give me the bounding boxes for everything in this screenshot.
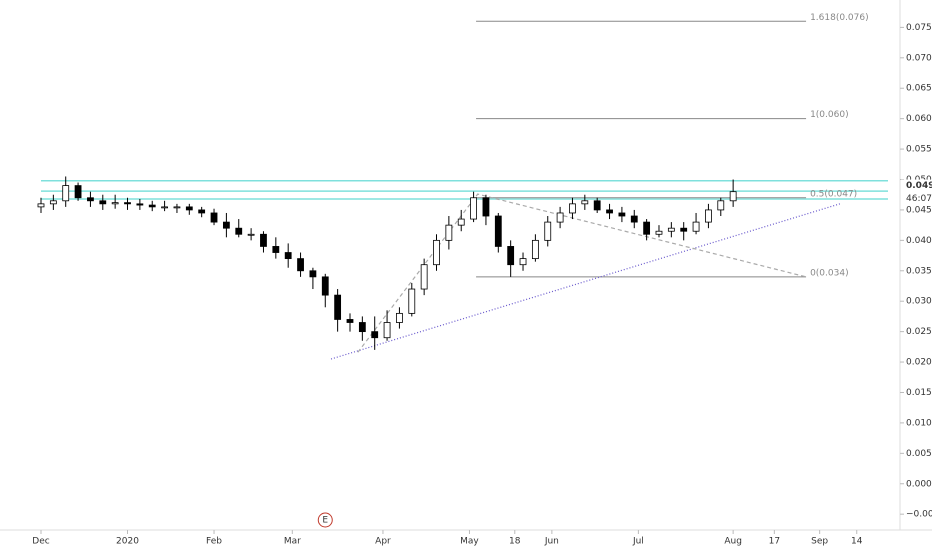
- y-tick-label: 0.070: [906, 53, 932, 63]
- candle-body: [247, 233, 255, 236]
- candle-body: [334, 294, 342, 320]
- candle-body: [210, 212, 218, 223]
- candle-body: [420, 264, 428, 290]
- y-tick-label: 0.005: [906, 449, 932, 459]
- candle-body: [556, 212, 564, 223]
- candle-body: [87, 197, 94, 202]
- y-tick-label: 0.045: [906, 205, 932, 215]
- y-tick-label: 0.000: [906, 479, 932, 489]
- candle-body: [643, 221, 651, 235]
- candle-body: [729, 191, 737, 202]
- x-tick-label: Sep: [811, 537, 828, 547]
- earnings-marker: [317, 512, 333, 528]
- candle-body: [717, 200, 725, 211]
- x-tick-label: 14: [851, 537, 863, 547]
- candle-body: [260, 233, 267, 247]
- candle-body: [297, 258, 304, 272]
- candle-body: [111, 202, 119, 205]
- candle-body: [667, 227, 675, 232]
- candle-body: [235, 227, 243, 235]
- candle-body: [692, 221, 700, 232]
- candle-body: [433, 239, 440, 266]
- candle-body: [136, 203, 144, 206]
- candle-body: [99, 200, 107, 205]
- x-tick-label: 2020: [116, 537, 139, 547]
- y-tick-label: 0.055: [906, 145, 932, 155]
- candle-body: [148, 204, 156, 208]
- candle-body: [358, 322, 366, 333]
- y-tick-label: 0.035: [906, 266, 932, 276]
- candle-body: [593, 200, 601, 211]
- candle-body: [222, 221, 230, 229]
- candle-body: [705, 209, 712, 223]
- last-price-box: [901, 179, 932, 192]
- candle-body: [482, 197, 490, 217]
- candle-body: [346, 319, 354, 323]
- y-tick-label: 0.025: [906, 327, 932, 337]
- candle-body: [507, 246, 515, 266]
- candle-body: [124, 202, 131, 205]
- candle-body: [62, 185, 70, 202]
- candle-body: [470, 197, 477, 220]
- candle-body: [408, 288, 416, 314]
- candle-body: [544, 221, 552, 241]
- candle-body: [309, 270, 317, 278]
- x-tick-label: Jul: [632, 537, 644, 547]
- candle-body: [606, 209, 613, 214]
- y-tick-label: 0.015: [906, 388, 932, 398]
- y-tick-label: 0.010: [906, 418, 932, 428]
- candle-body: [185, 206, 193, 211]
- fib-label: 1(0.060): [810, 110, 849, 120]
- x-tick-label: Dec: [32, 537, 49, 547]
- y-tick-label: 0.060: [906, 114, 932, 124]
- y-tick-label: 0.030: [906, 297, 932, 307]
- candle-body: [618, 212, 626, 217]
- x-tick-label: Jun: [544, 537, 559, 547]
- candle-body: [383, 322, 391, 339]
- trendline: [357, 193, 807, 353]
- candle-body: [321, 276, 329, 296]
- y-tick-label: 0.020: [906, 358, 932, 368]
- x-tick-label: Apr: [375, 537, 391, 547]
- x-tick-label: Feb: [206, 537, 222, 547]
- candle-body: [531, 239, 539, 260]
- fib-label: 1.618(0.076): [810, 13, 869, 23]
- y-tick-label: 0.065: [906, 84, 932, 94]
- candle-body: [581, 200, 589, 205]
- candle-body: [655, 230, 663, 235]
- fib-label: 0(0.034): [810, 268, 849, 278]
- candle-body: [284, 252, 292, 260]
- candle-body: [519, 258, 527, 266]
- x-tick-label: Aug: [724, 537, 742, 547]
- x-tick-label: Mar: [284, 537, 301, 547]
- x-tick-label: 17: [769, 537, 780, 547]
- earnings-label: E: [322, 516, 328, 526]
- candle-body: [49, 200, 57, 205]
- last-price-label: 0.049: [906, 181, 932, 191]
- candle-body: [630, 215, 638, 223]
- candle-body: [569, 203, 576, 214]
- candle-body: [272, 246, 280, 253]
- fib-label: 0.5(0.047): [810, 189, 857, 199]
- candle-body: [74, 185, 82, 199]
- candle-body: [494, 215, 502, 247]
- y-tick-label: 0.040: [906, 236, 932, 246]
- x-tick-label: 18: [509, 537, 521, 547]
- candle-body: [37, 203, 45, 208]
- candle-body: [680, 227, 688, 232]
- candle-body: [161, 206, 168, 209]
- candle-body: [371, 331, 379, 339]
- countdown-label: 46:07: [906, 194, 932, 204]
- candle-body: [173, 206, 181, 209]
- y-tick-label: −0.005: [906, 510, 932, 520]
- candle-body: [198, 209, 206, 214]
- candle-body: [445, 224, 453, 241]
- y-tick-label: 0.075: [906, 23, 932, 33]
- x-tick-label: May: [460, 537, 479, 547]
- trendline: [330, 203, 841, 360]
- countdown-box: [901, 192, 932, 205]
- candle-body: [457, 218, 465, 226]
- candle-body: [396, 312, 403, 323]
